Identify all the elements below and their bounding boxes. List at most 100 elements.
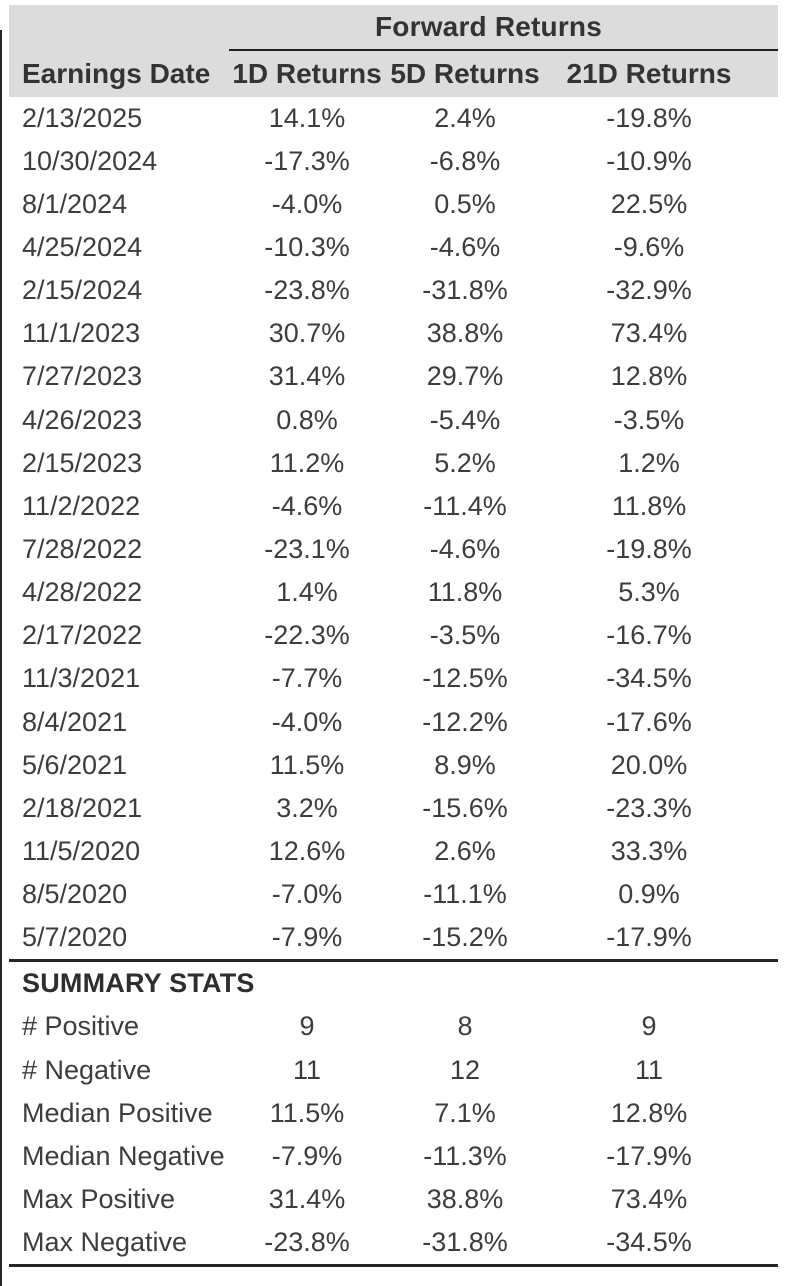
table-row: 2/15/2024 -23.8% -31.8% -32.9% xyxy=(9,269,778,312)
return-1d-cell: 11.5% xyxy=(269,749,345,780)
return-21d-cell: -34.5% xyxy=(606,1227,692,1258)
return-21d-cell: -10.9% xyxy=(606,145,692,176)
return-1d-cell: 30.7% xyxy=(268,318,346,349)
table-row: 11/2/2022 -4.6% -11.4% 11.8% xyxy=(9,485,778,528)
table-row: 4/25/2024 -10.3% -4.6% -9.6% xyxy=(9,226,778,269)
return-5d-cell: -4.6% xyxy=(429,533,501,564)
table-row: 2/15/2023 11.2% 5.2% 1.2% xyxy=(9,442,778,485)
return-1d-cell: 31.4% xyxy=(268,1183,346,1214)
return-5d-cell: 8 xyxy=(457,1011,473,1042)
row-label-cell: 11/1/2023 xyxy=(22,318,141,349)
return-1d-cell: 11.2% xyxy=(269,447,345,478)
row-label-cell: 11/5/2020 xyxy=(22,835,141,866)
table-row: # Positive 9 8 9 xyxy=(9,1005,778,1048)
table-header: Forward Returns Earnings Date 1D Returns… xyxy=(9,5,778,97)
return-5d-cell: -5.4% xyxy=(429,404,501,435)
table-row: 5/6/2021 11.5% 8.9% 20.0% xyxy=(9,744,778,787)
return-21d-cell: 0.9% xyxy=(618,879,680,910)
row-label-cell: Max Positive xyxy=(22,1183,176,1214)
return-21d-cell: -32.9% xyxy=(606,275,692,306)
table-row: 4/28/2022 1.4% 11.8% 5.3% xyxy=(9,571,778,614)
return-1d-cell: 14.1% xyxy=(268,102,346,133)
column-header-row: Earnings Date 1D Returns 5D Returns 21D … xyxy=(9,51,778,97)
row-label-cell: 4/26/2023 xyxy=(22,404,143,435)
return-21d-cell: -16.7% xyxy=(606,620,692,651)
table-row: 11/1/2023 30.7% 38.8% 73.4% xyxy=(9,312,778,355)
spanner-cell: Forward Returns xyxy=(229,5,778,51)
table-row: 2/17/2022 -22.3% -3.5% -16.7% xyxy=(9,614,778,657)
return-1d-cell: 31.4% xyxy=(268,361,346,392)
return-21d-cell: 11.8% xyxy=(611,490,687,521)
row-label-cell: 11/2/2022 xyxy=(22,490,141,521)
return-1d-cell: -7.9% xyxy=(271,922,343,953)
return-21d-cell: 9 xyxy=(641,1011,657,1042)
return-21d-cell: 20.0% xyxy=(610,749,688,780)
summary-stats-title: SUMMARY STATS xyxy=(22,968,255,999)
return-5d-cell: 38.8% xyxy=(426,1183,504,1214)
return-21d-cell: -17.6% xyxy=(606,706,692,737)
return-1d-cell: -4.0% xyxy=(271,188,343,219)
return-5d-cell: -12.2% xyxy=(422,706,508,737)
return-5d-cell: 12 xyxy=(449,1054,481,1085)
return-5d-cell: -15.2% xyxy=(422,922,508,953)
table-row: Median Positive 11.5% 7.1% 12.8% xyxy=(9,1092,778,1135)
row-label-cell: # Negative xyxy=(22,1054,152,1085)
spanner-header-row: Forward Returns xyxy=(9,5,778,51)
return-5d-cell: -31.8% xyxy=(422,275,508,306)
return-1d-cell: 11.5% xyxy=(269,1097,345,1128)
row-label-cell: 2/15/2024 xyxy=(22,275,143,306)
return-21d-cell: -9.6% xyxy=(613,231,685,262)
table-row: 11/3/2021 -7.7% -12.5% -34.5% xyxy=(9,657,778,700)
row-label-cell: 8/1/2024 xyxy=(22,188,128,219)
return-5d-cell: 11.8% xyxy=(427,577,503,608)
return-5d-cell: -15.6% xyxy=(422,792,508,823)
col-header-earnings-date: Earnings Date xyxy=(22,57,211,89)
return-5d-cell: 29.7% xyxy=(426,361,504,392)
return-1d-cell: -23.8% xyxy=(264,1227,350,1258)
return-5d-cell: -3.5% xyxy=(429,620,501,651)
row-label-cell: 5/7/2020 xyxy=(22,922,128,953)
row-label-cell: 7/27/2023 xyxy=(22,361,143,392)
return-21d-cell: -34.5% xyxy=(606,663,692,694)
return-1d-cell: -7.9% xyxy=(271,1140,343,1171)
row-label-cell: 8/5/2020 xyxy=(22,879,128,910)
return-1d-cell: -4.0% xyxy=(271,706,343,737)
table-row: 5/7/2020 -7.9% -15.2% -17.9% xyxy=(9,916,778,959)
table-row: 10/30/2024 -17.3% -6.8% -10.9% xyxy=(9,140,778,183)
spanner-spacer xyxy=(9,5,229,51)
return-1d-cell: -23.8% xyxy=(264,275,350,306)
summary-divider-rule xyxy=(9,959,778,963)
table-row: 11/5/2020 12.6% 2.6% 33.3% xyxy=(9,830,778,873)
return-5d-cell: -4.6% xyxy=(429,231,501,262)
row-label-cell: 2/17/2022 xyxy=(22,620,143,651)
table-row: 7/28/2022 -23.1% -4.6% -19.8% xyxy=(9,528,778,571)
return-1d-cell: -7.7% xyxy=(271,663,343,694)
return-5d-cell: 7.1% xyxy=(434,1097,496,1128)
return-1d-cell: -7.0% xyxy=(271,879,343,910)
return-21d-cell: -17.9% xyxy=(606,1140,692,1171)
return-21d-cell: -19.8% xyxy=(606,533,692,564)
return-5d-cell: 2.6% xyxy=(434,835,496,866)
row-label-cell: 5/6/2021 xyxy=(22,749,128,780)
return-21d-cell: -17.9% xyxy=(606,922,692,953)
return-21d-cell: 22.5% xyxy=(610,188,688,219)
table-row: 4/26/2023 0.8% -5.4% -3.5% xyxy=(9,398,778,441)
return-5d-cell: -11.1% xyxy=(423,879,507,910)
table-row: 8/1/2024 -4.0% 0.5% 22.5% xyxy=(9,183,778,226)
row-label-cell: Median Negative xyxy=(22,1140,225,1171)
row-label-cell: 11/3/2021 xyxy=(22,663,141,694)
return-21d-cell: -23.3% xyxy=(606,792,692,823)
return-21d-cell: 73.4% xyxy=(610,1183,688,1214)
table-row: 8/5/2020 -7.0% -11.1% 0.9% xyxy=(9,873,778,916)
row-label-cell: 10/30/2024 xyxy=(22,145,158,176)
return-5d-cell: -12.5% xyxy=(422,663,508,694)
col-header-1d-returns: 1D Returns xyxy=(232,57,382,89)
return-1d-cell: -17.3% xyxy=(264,145,350,176)
row-label-cell: 4/25/2024 xyxy=(22,231,143,262)
table-row: 2/18/2021 3.2% -15.6% -23.3% xyxy=(9,787,778,830)
row-label-cell: 2/13/2025 xyxy=(22,102,143,133)
return-21d-cell: 1.2% xyxy=(618,447,680,478)
return-1d-cell: 9 xyxy=(299,1011,315,1042)
row-label-cell: Max Negative xyxy=(22,1227,188,1258)
return-1d-cell: -10.3% xyxy=(264,231,350,262)
